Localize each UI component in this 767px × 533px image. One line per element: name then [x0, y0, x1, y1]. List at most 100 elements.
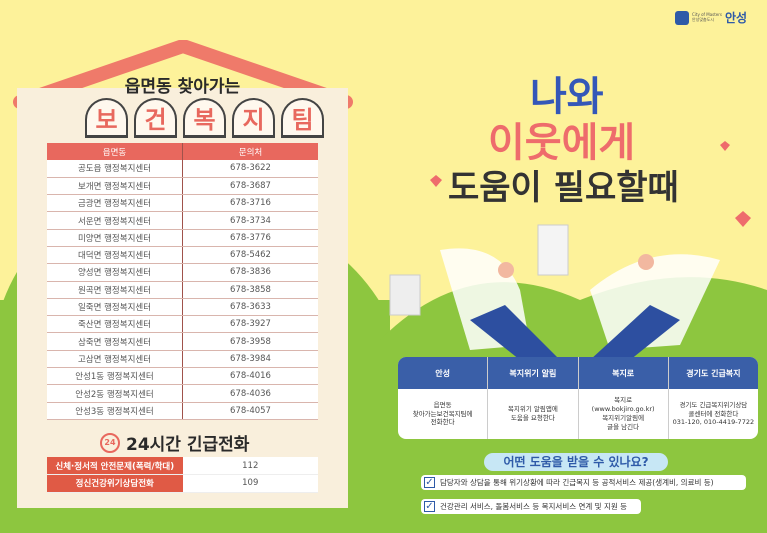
question-pill: 어떤 도움을 받을 수 있나요? — [484, 453, 668, 471]
help-method: 경기도 긴급복지 경기도 긴급복지위기상담 콜센터에 전화한다 031-120, 01… — [668, 357, 758, 439]
table-row: 금광면 행정복지센터 678-3716 — [47, 194, 318, 213]
emergency-label: 신체·정서적 안전문제(폭력/학대) — [47, 457, 183, 475]
text-line: 찾아가는보건복지팀에 — [412, 409, 473, 418]
clock-24-icon: 24 — [100, 432, 120, 453]
text-line: 복지위기알림에 — [602, 414, 645, 422]
district-cell: 안성3동 행정복지센터 — [47, 402, 183, 420]
phone-cell: 678-3927 — [182, 315, 318, 334]
phone-cell: 678-4016 — [182, 367, 318, 386]
check-text: 건강관리 서비스, 돌봄서비스 등 복지서비스 연계 및 지원 등 — [440, 502, 628, 511]
phone-cell: 678-4057 — [182, 402, 318, 420]
emergency-number: 109 — [182, 474, 318, 493]
emergency-row: 정신건강위기상담전화 109 — [47, 474, 318, 493]
title-char: 복 — [183, 98, 226, 138]
phone-cell: 678-3958 — [182, 332, 318, 351]
headline-1: 나와 — [530, 74, 604, 120]
table-row: 안성2동 행정복지센터 678-4036 — [47, 384, 318, 403]
phone-cell: 678-3734 — [182, 211, 318, 230]
district-cell: 안성2동 행정복지센터 — [47, 384, 183, 403]
check-item: ✓ 건강관리 서비스, 돌봄서비스 등 복지서비스 연계 및 지원 등 — [421, 499, 641, 514]
district-cell: 원곡면 행정복지센터 — [47, 281, 183, 299]
phone-cell: 678-4036 — [182, 384, 318, 403]
text-line: 031-120, 010-4419-7722 — [672, 418, 755, 427]
help-method-text: 경기도 긴급복지위기상담 콜센터에 전화한다 031-120, 010-4419-7… — [669, 389, 758, 439]
title-main: 보 건 복 지 팀 — [85, 98, 324, 138]
logo-en: City of Masters — [692, 11, 722, 17]
table-row: 서운면 행정복지센터 678-3734 — [47, 211, 318, 230]
help-method-text: 읍면동 찾아가는보건복지팀에 전화한다 — [398, 389, 487, 439]
phone-cell: 678-3984 — [182, 350, 318, 369]
table-row: 안성1동 행정복지센터 678-4016 — [47, 367, 318, 386]
text-line: 콜센터에 전화한다 — [688, 409, 739, 418]
district-cell: 일죽면 행정복지센터 — [47, 298, 183, 317]
text-line: (www.bokjiro.go.kr) — [591, 405, 655, 414]
emergency-row: 신체·정서적 안전문제(폭력/학대) 112 — [47, 457, 318, 475]
logo-ko-small: 안성맞춤도시 — [692, 16, 715, 22]
table-row: 보개면 행정복지센터 678-3687 — [47, 177, 318, 196]
district-cell: 보개면 행정복지센터 — [47, 177, 183, 196]
text-line: 전화한다 — [430, 418, 455, 427]
title-char: 팀 — [281, 98, 324, 138]
city-emblem-icon — [675, 10, 689, 25]
district-cell: 고삼면 행정복지센터 — [47, 350, 183, 369]
district-cell: 서운면 행정복지센터 — [47, 211, 183, 230]
header-district: 읍면동 — [47, 143, 183, 160]
check-text: 담당자와 상담을 통해 위기상황에 따라 긴급복지 등 공적서비스 제공(생계비… — [440, 478, 714, 487]
table-row: 죽산면 행정복지센터 678-3927 — [47, 315, 318, 334]
help-method: 안성 읍면동 찾아가는보건복지팀에 전화한다 — [398, 357, 489, 439]
text-line: 도움을 요청한다 — [510, 414, 555, 422]
header-contact: 문의처 — [182, 143, 318, 160]
anseong-logo: City of Masters 안성맞춤도시 안성 — [675, 9, 747, 26]
emergency-label: 정신건강위기상담전화 — [47, 474, 183, 493]
phone-cell: 678-5462 — [182, 246, 318, 265]
checkbox-icon: ✓ — [424, 477, 435, 488]
table-row: 양성면 행정복지센터 678-3836 — [47, 263, 318, 282]
district-cell: 금광면 행정복지센터 — [47, 194, 183, 213]
district-cell: 공도읍 행정복지센터 — [47, 160, 183, 178]
table-row: 안성3동 행정복지센터 678-4057 — [47, 402, 318, 420]
table-row: 공도읍 행정복지센터 678-3622 — [47, 160, 318, 178]
district-cell: 안성1동 행정복지센터 — [47, 367, 183, 386]
help-method-logo: 경기도 긴급복지 — [668, 357, 758, 389]
emergency-table: 신체·정서적 안전문제(폭력/학대) 112 정신건강위기상담전화 109 — [47, 457, 318, 493]
title-char: 건 — [134, 98, 177, 138]
text-line: 읍면동 — [433, 400, 452, 409]
contact-table: 읍면동 문의처 공도읍 행정복지센터 678-3622 보개면 행정복지센터 678-3… — [47, 143, 318, 420]
district-cell: 양성면 행정복지센터 — [47, 263, 183, 282]
help-method-text: 복지위기 알림앱에 도움을 요청한다 — [488, 389, 577, 439]
district-cell: 죽산면 행정복지센터 — [47, 315, 183, 334]
checkbox-icon: ✓ — [424, 501, 435, 512]
help-method-text: 복지로 (www.bokjiro.go.kr) 복지위기알림에 글을 남긴다 — [579, 389, 668, 439]
phone-cell: 678-3687 — [182, 177, 318, 196]
district-cell: 대덕면 행정복지센터 — [47, 246, 183, 265]
table-row: 일죽면 행정복지센터 678-3633 — [47, 298, 318, 317]
emergency-number: 112 — [182, 457, 318, 475]
phone-cell: 678-3776 — [182, 229, 318, 247]
logo-ko: 안성 — [724, 11, 748, 25]
table-row: 대덕면 행정복지센터 678-5462 — [47, 246, 318, 265]
headline-2: 이웃에게 — [488, 120, 636, 166]
phone-cell: 678-3622 — [182, 160, 318, 178]
phone-cell: 678-3836 — [182, 263, 318, 282]
table-row: 삼죽면 행정복지센터 678-3958 — [47, 332, 318, 351]
help-method-logo: 복지위기 알림 — [488, 357, 578, 389]
emergency-title-text: 24시간 긴급전화 — [126, 435, 250, 455]
roof — [13, 40, 353, 109]
title-char: 지 — [232, 98, 275, 138]
headline-3: 도움이 필요할때 — [448, 168, 679, 208]
text-line: 글을 남긴다 — [607, 422, 640, 431]
emergency-title: 24 24시간 긴급전화 — [100, 430, 249, 455]
title-top: 읍면동 찾아가는 — [124, 77, 241, 97]
help-method: 복지위기 알림 복지위기 알림앱에 도움을 요청한다 — [488, 357, 579, 439]
help-method: 복지로 복지로 (www.bokjiro.go.kr) 복지위기알림에 글을 남긴다 — [578, 357, 669, 439]
title-char: 보 — [85, 98, 128, 138]
help-methods-panel: 안성 읍면동 찾아가는보건복지팀에 전화한다 복지위기 알림 복지위기 알림앱에 도움을 요… — [398, 357, 758, 439]
phone-cell: 678-3858 — [182, 281, 318, 299]
text-line: 복지위기 알림앱에 — [507, 405, 558, 414]
table-row: 원곡면 행정복지센터 678-3858 — [47, 281, 318, 299]
help-method-logo: 복지로 — [578, 357, 668, 389]
help-method-logo: 안성 — [398, 357, 488, 389]
phone-cell: 678-3716 — [182, 194, 318, 213]
check-item: ✓ 담당자와 상담을 통해 위기상황에 따라 긴급복지 등 공적서비스 제공(생계… — [421, 475, 746, 490]
text-line: 경기도 긴급복지위기상담 — [679, 400, 748, 409]
